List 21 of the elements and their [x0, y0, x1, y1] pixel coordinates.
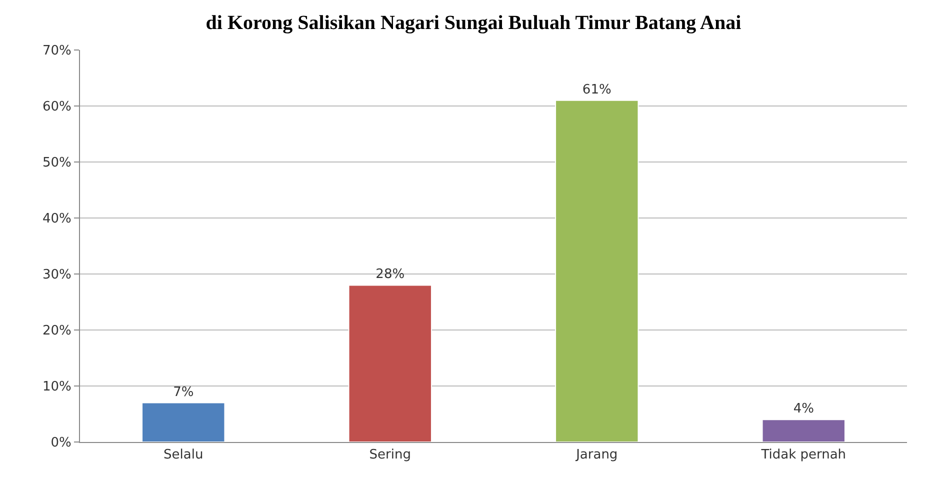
data-label: 7% [173, 384, 194, 400]
y-tick-label: 70% [42, 44, 72, 59]
data-label: 61% [582, 82, 612, 98]
y-tick-label: 20% [42, 324, 72, 339]
y-tick-label: 30% [42, 268, 72, 283]
data-label: 28% [376, 267, 405, 282]
x-tick-label: Selalu [164, 448, 204, 463]
y-tick-label: 0% [50, 436, 72, 451]
x-tick-label: Sering [369, 448, 411, 463]
bar [142, 402, 226, 442]
y-tick-label: 50% [42, 156, 72, 171]
y-tick-label: 40% [42, 212, 72, 227]
x-tick-label: Tidak pernah [760, 448, 846, 463]
chart-title: di Korong Salisikan Nagari Sungai Buluah Timur Batang Anai [206, 12, 742, 34]
y-tick-label: 60% [42, 100, 72, 115]
bar [348, 284, 432, 442]
bar [555, 100, 639, 442]
x-tick-label: Jarang [575, 448, 618, 463]
data-label: 4% [793, 402, 814, 417]
bar [762, 419, 846, 442]
y-tick-label: 10% [42, 380, 72, 395]
